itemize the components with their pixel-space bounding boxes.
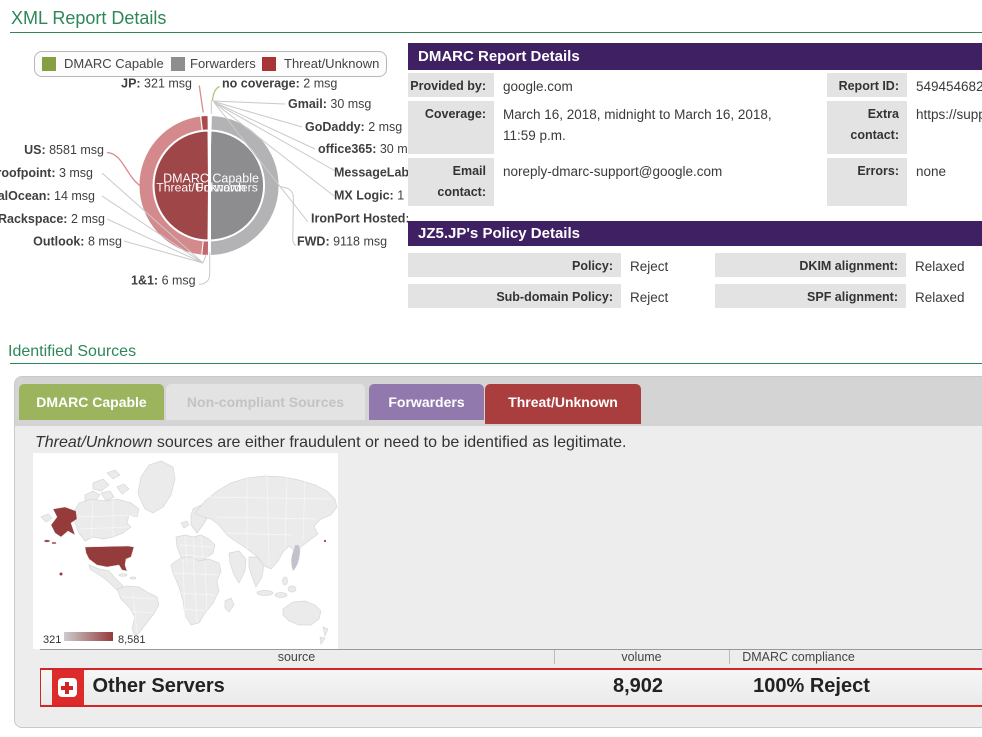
svg-text:8,581: 8,581: [118, 634, 146, 646]
svg-text:Outlook: 8 msg: Outlook: 8 msg: [33, 235, 122, 249]
svg-text:JP: 321 msg: JP: 321 msg: [121, 77, 192, 91]
svg-text:Gmail: 30 msg: Gmail: 30 msg: [288, 97, 371, 111]
svg-text:MessageLabs: 12 msg: MessageLabs: 12 msg: [334, 166, 408, 180]
svg-text:Proofpoint: 3 msg: Proofpoint: 3 msg: [0, 166, 93, 180]
svg-text:MX Logic: 1 msg: MX Logic: 1 msg: [334, 189, 408, 203]
svg-text:Forwarders: Forwarders: [196, 181, 258, 195]
svg-text:IronPort Hosted: 2 msg: IronPort Hosted: 2 msg: [311, 212, 408, 226]
svg-text:321: 321: [43, 634, 61, 646]
svg-text:FWD: 9118 msg: FWD: 9118 msg: [297, 235, 387, 249]
svg-text:Rackspace: 2 msg: Rackspace: 2 msg: [0, 212, 105, 226]
svg-text:DigitalOcean: 14 msg: DigitalOcean: 14 msg: [0, 189, 95, 203]
svg-text:office365: 30 msg: office365: 30 msg: [318, 142, 408, 156]
svg-text:Threat/Unknown: Threat/Unknown: [156, 181, 245, 195]
svg-text:DMARC Capable: DMARC Capable: [163, 172, 259, 186]
svg-text:US: 8581 msg: US: 8581 msg: [24, 143, 104, 157]
svg-text:1&1: 6 msg: 1&1: 6 msg: [131, 274, 196, 288]
svg-text:GoDaddy: 2 msg: GoDaddy: 2 msg: [305, 120, 402, 134]
svg-text:no coverage: 2 msg: no coverage: 2 msg: [222, 77, 337, 91]
